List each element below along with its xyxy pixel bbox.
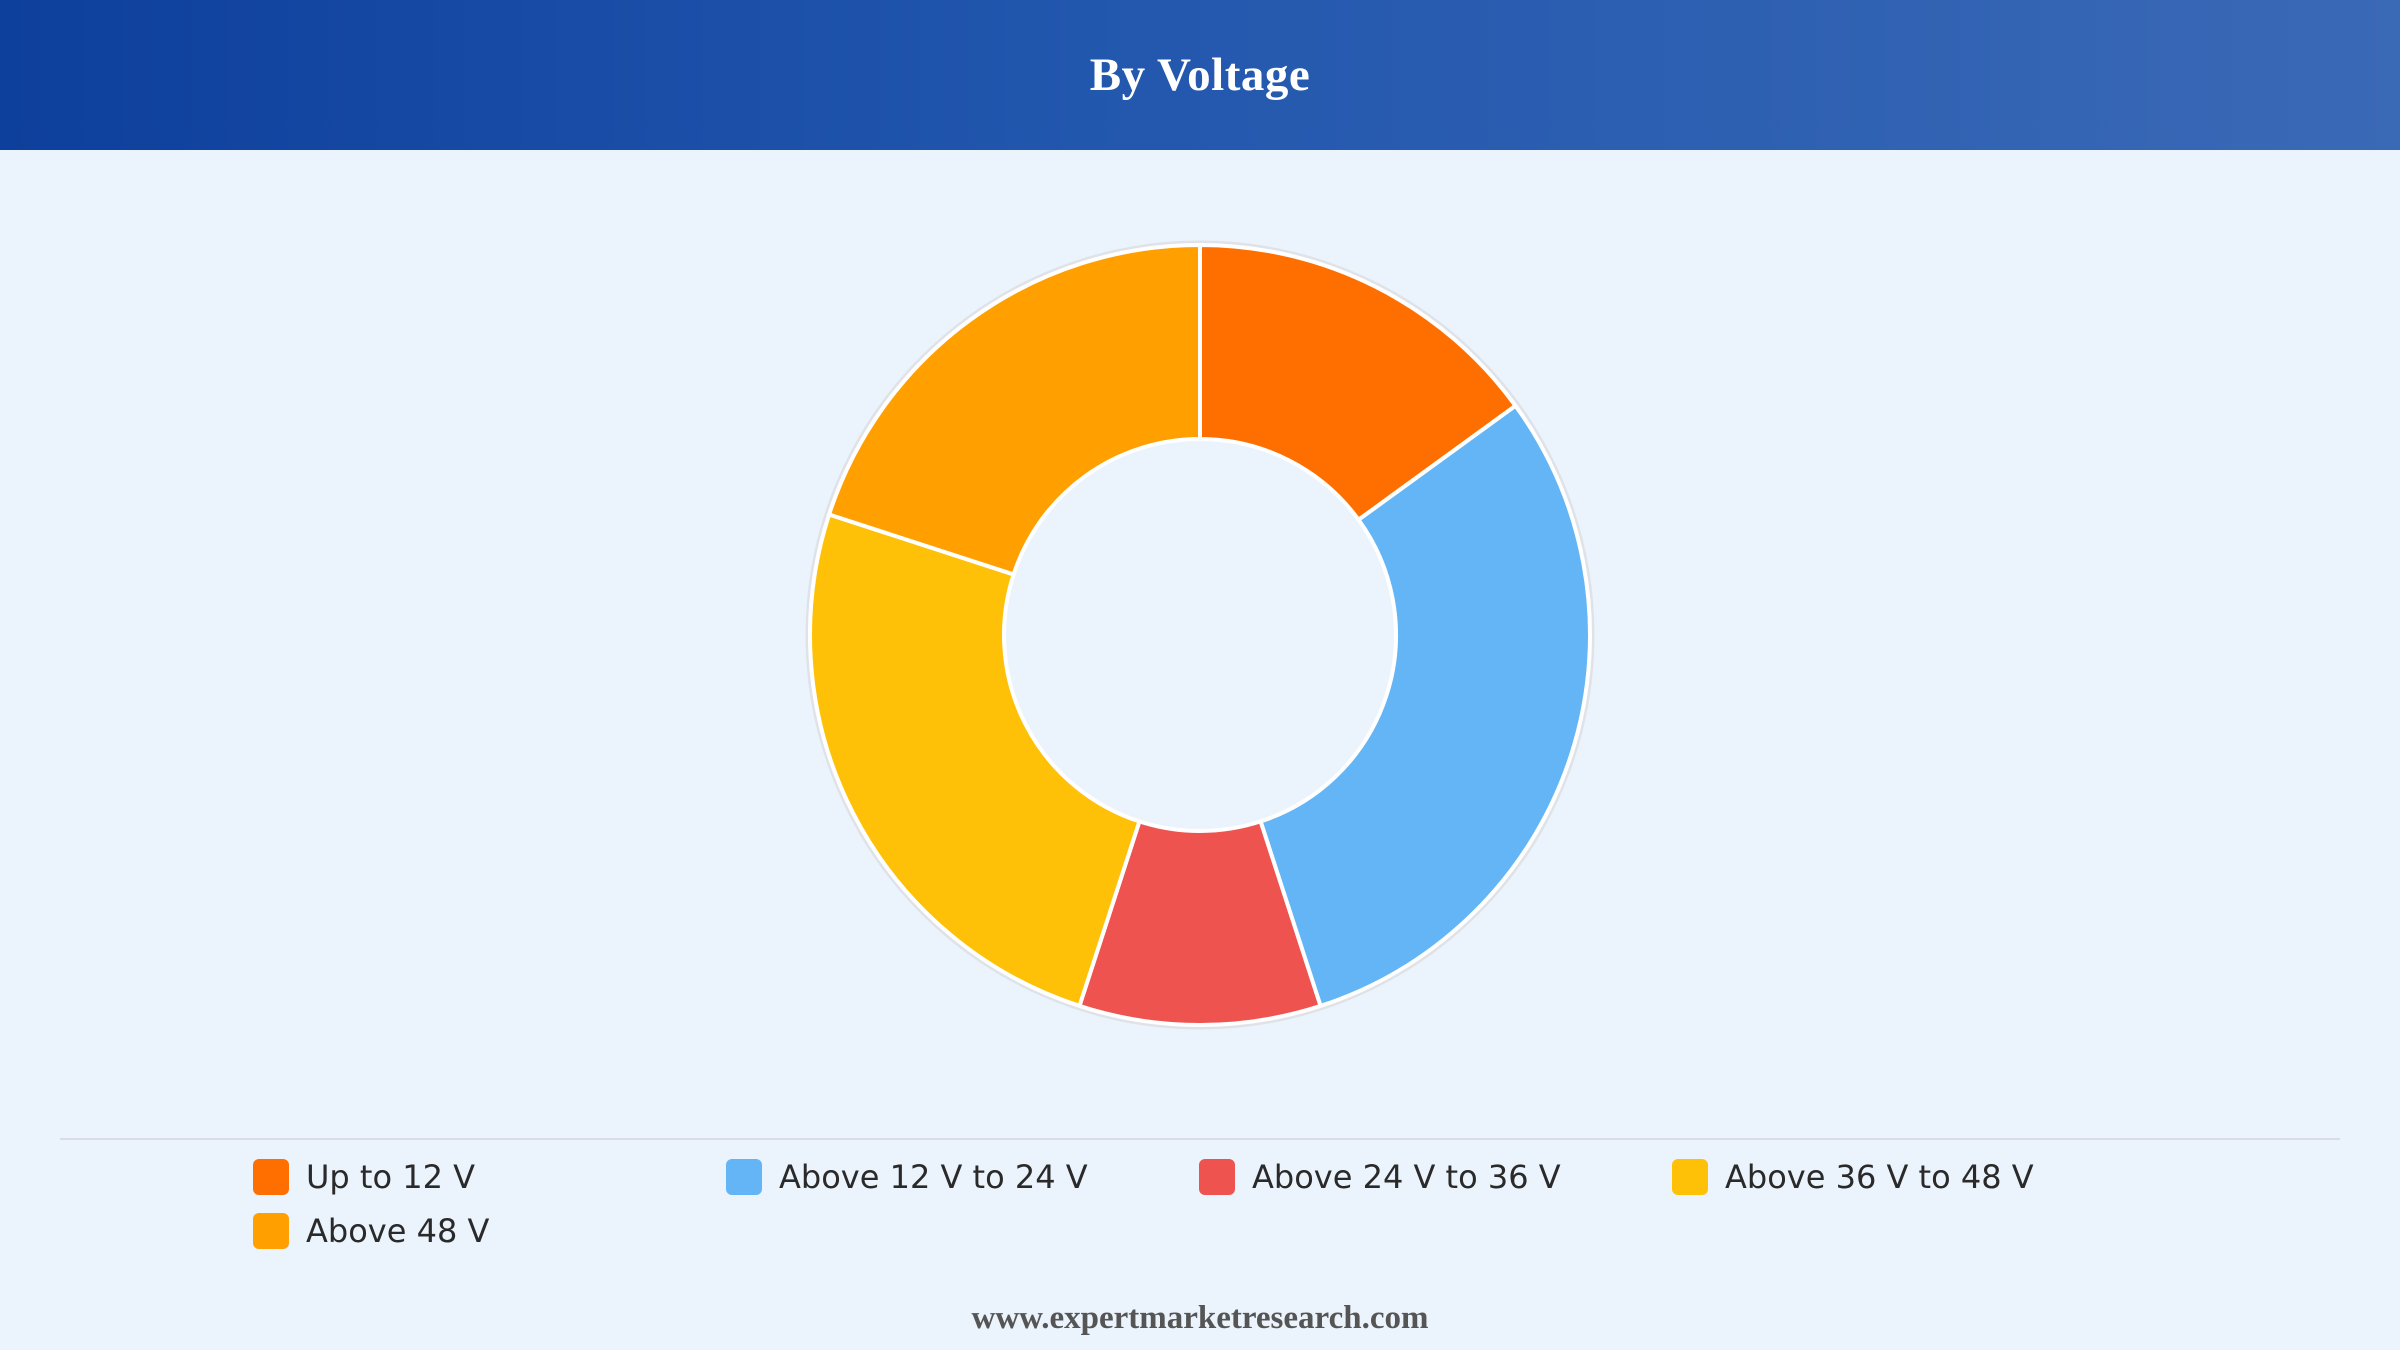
legend-label: Above 36 V to 48 V [1725, 1158, 2034, 1196]
legend-swatch [253, 1213, 289, 1249]
legend-item-12v-to-24v[interactable]: Above 12 V to 24 V [726, 1155, 1088, 1199]
legend-swatch [253, 1159, 289, 1195]
legend-label: Up to 12 V [306, 1158, 475, 1196]
legend-label: Above 48 V [306, 1212, 490, 1250]
legend-swatch [1199, 1159, 1235, 1195]
page-title: By Voltage [1089, 49, 1311, 101]
donut-slice-above-36-v-to-48-v[interactable] [808, 512, 1142, 1008]
donut-chart [805, 240, 1595, 1030]
chart-area [0, 150, 2400, 1140]
legend-swatch [1672, 1159, 1708, 1195]
legend-divider [60, 1138, 2340, 1140]
donut-outline [805, 240, 1595, 1030]
legend-label: Above 12 V to 24 V [779, 1158, 1088, 1196]
legend-item-up-to-12v[interactable]: Up to 12 V [253, 1155, 475, 1199]
donut-slice-above-48-v[interactable] [827, 243, 1202, 577]
legend-item-above-48v[interactable]: Above 48 V [253, 1209, 489, 1253]
donut-slice-up-to-12-v[interactable] [1198, 243, 1518, 522]
header-bar: By Voltage [0, 0, 2400, 150]
donut-slice-above-12-v-to-24-v[interactable] [1258, 403, 1593, 1008]
legend-item-36v-to-48v[interactable]: Above 36 V to 48 V [1672, 1155, 2034, 1199]
legend-label: Above 24 V to 36 V [1252, 1158, 1561, 1196]
source-footer: www.expertmarketresearch.com [971, 1300, 1429, 1336]
legend-swatch [726, 1159, 762, 1195]
legend-item-24v-to-36v[interactable]: Above 24 V to 36 V [1199, 1155, 1561, 1199]
